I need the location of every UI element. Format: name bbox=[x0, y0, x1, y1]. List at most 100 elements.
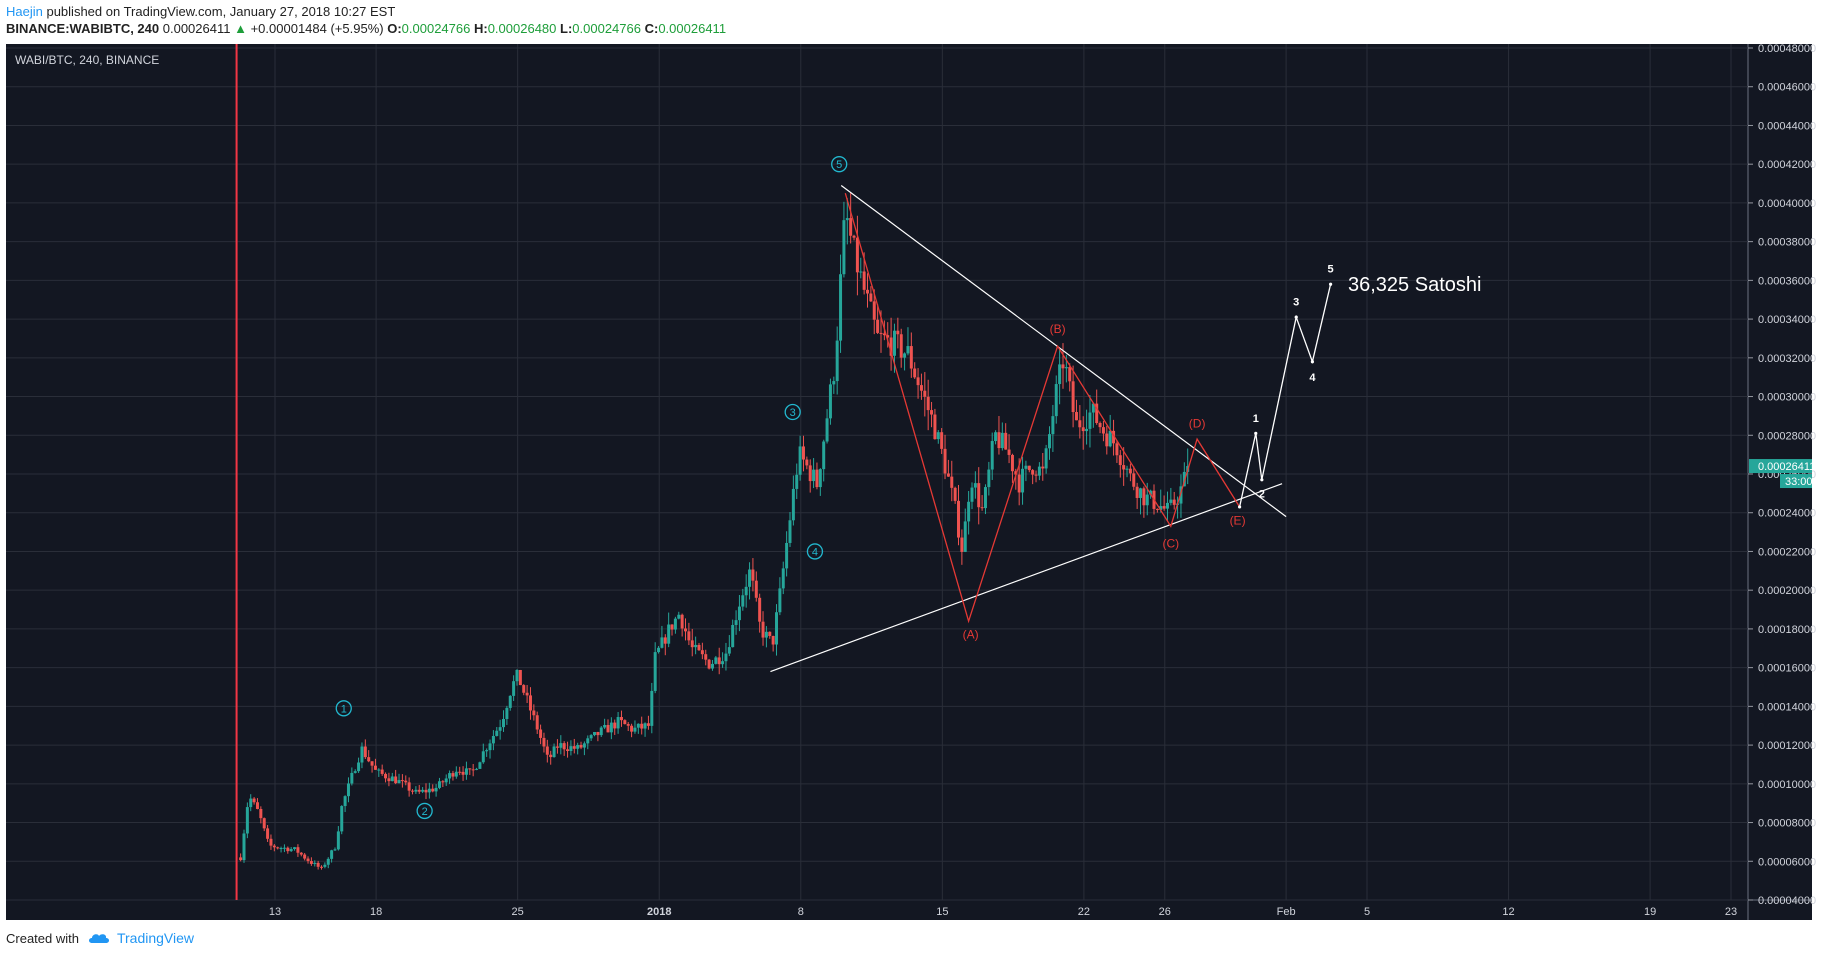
candle-body bbox=[636, 723, 640, 728]
candle-body bbox=[1118, 455, 1122, 466]
candle-body bbox=[464, 768, 468, 775]
symbol-line: BINANCE:WABIBTC, 240 0.00026411 ▲ +0.000… bbox=[6, 21, 726, 36]
candle-body bbox=[882, 333, 886, 336]
candle-body bbox=[781, 568, 785, 589]
candle-body bbox=[889, 337, 893, 356]
candle-body bbox=[333, 849, 337, 851]
candle-body bbox=[714, 657, 718, 664]
candle-body bbox=[515, 669, 519, 682]
candle-body bbox=[845, 218, 849, 221]
x-tick-label: Feb bbox=[1277, 906, 1296, 918]
candle-body bbox=[404, 780, 408, 783]
candle-body bbox=[1101, 427, 1105, 434]
candle-body bbox=[434, 787, 438, 792]
y-tick-label: 0.00034000 bbox=[1758, 314, 1816, 326]
candle-body bbox=[744, 586, 748, 596]
candle-body bbox=[623, 720, 627, 725]
candle-body bbox=[1128, 468, 1132, 474]
candle-body bbox=[613, 722, 617, 729]
projection-label: 4 bbox=[1309, 372, 1316, 384]
x-tick-label: 26 bbox=[1159, 906, 1171, 918]
candle-body bbox=[384, 773, 388, 779]
y-tick-label: 0.00044000 bbox=[1758, 120, 1816, 132]
y-tick-label: 0.00006000 bbox=[1758, 856, 1816, 868]
candle-body bbox=[852, 235, 856, 238]
candle-body bbox=[1139, 488, 1143, 498]
wave-label-circle bbox=[335, 700, 352, 717]
candle-body bbox=[535, 715, 539, 730]
candle-body bbox=[458, 771, 462, 773]
candle-body bbox=[343, 796, 347, 807]
candle-body bbox=[485, 750, 489, 752]
candle-body bbox=[650, 690, 654, 726]
candle-body bbox=[1000, 432, 1004, 449]
wave-label: 1 bbox=[335, 700, 352, 717]
candle-body bbox=[886, 335, 890, 338]
tradingview-link[interactable]: TradingView bbox=[116, 930, 195, 946]
y-tick-label: 0.00008000 bbox=[1758, 818, 1816, 830]
candle-body bbox=[704, 654, 708, 660]
y-tick-label: 0.00022000 bbox=[1758, 546, 1816, 558]
candle-body bbox=[913, 368, 917, 378]
time-axis-background bbox=[6, 900, 1812, 920]
candle-body bbox=[946, 473, 950, 477]
candle-body bbox=[1132, 473, 1136, 487]
candle-body bbox=[950, 476, 954, 488]
candle-body bbox=[855, 237, 859, 273]
candle-body bbox=[262, 818, 266, 829]
candle-body bbox=[1125, 468, 1129, 470]
candle-body bbox=[249, 798, 253, 808]
author-link[interactable]: Haejin bbox=[6, 4, 43, 19]
candle-body bbox=[758, 597, 762, 622]
projection-label: 2 bbox=[1259, 488, 1265, 500]
candle-body bbox=[795, 474, 799, 489]
candle-body bbox=[721, 661, 725, 665]
candle-body bbox=[771, 635, 775, 645]
abcde-label: (C) bbox=[1163, 537, 1180, 551]
candle-body bbox=[791, 488, 795, 521]
candle-body bbox=[899, 334, 903, 358]
candle-body bbox=[559, 743, 563, 748]
abcde-label: (E) bbox=[1230, 513, 1246, 527]
candle-body bbox=[1159, 506, 1163, 510]
candle-body bbox=[495, 730, 499, 736]
candle-body bbox=[1054, 384, 1058, 417]
candle-body bbox=[431, 788, 435, 792]
candle-body bbox=[633, 727, 637, 732]
candle-body bbox=[427, 788, 431, 793]
candle-body bbox=[549, 754, 553, 758]
y-tick-label: 0.00040000 bbox=[1758, 198, 1816, 210]
candle-body bbox=[903, 353, 907, 358]
candle-body bbox=[508, 695, 512, 708]
plot-background bbox=[6, 44, 1748, 900]
candle-body bbox=[478, 762, 482, 769]
candle-body bbox=[957, 500, 961, 538]
candle-body bbox=[582, 743, 586, 748]
candle-body bbox=[454, 771, 458, 777]
candle-body bbox=[997, 432, 1001, 449]
candle-body bbox=[377, 769, 381, 771]
candle-body bbox=[303, 854, 307, 859]
candle-body bbox=[1105, 433, 1109, 447]
y-tick-label: 0.00010000 bbox=[1758, 779, 1816, 791]
candle-body bbox=[909, 346, 913, 369]
candle-body bbox=[967, 501, 971, 522]
candle-body bbox=[444, 778, 448, 783]
candle-body bbox=[1007, 449, 1011, 455]
x-tick-label: 18 bbox=[370, 906, 382, 918]
candle-body bbox=[970, 487, 974, 502]
wave-label-text: 1 bbox=[341, 703, 347, 715]
candle-body bbox=[512, 681, 516, 696]
wave-label-text: 4 bbox=[812, 546, 818, 558]
candle-body bbox=[586, 738, 590, 744]
candle-body bbox=[862, 271, 866, 290]
target-annotation: 36,325 Satoshi bbox=[1348, 274, 1481, 296]
candle-body bbox=[1098, 423, 1102, 428]
countdown-tag bbox=[1780, 474, 1812, 489]
candle-body bbox=[700, 650, 704, 655]
candle-body bbox=[727, 647, 731, 654]
candle-body bbox=[1085, 428, 1089, 432]
candle-body bbox=[849, 218, 853, 236]
candle-body bbox=[380, 769, 384, 774]
